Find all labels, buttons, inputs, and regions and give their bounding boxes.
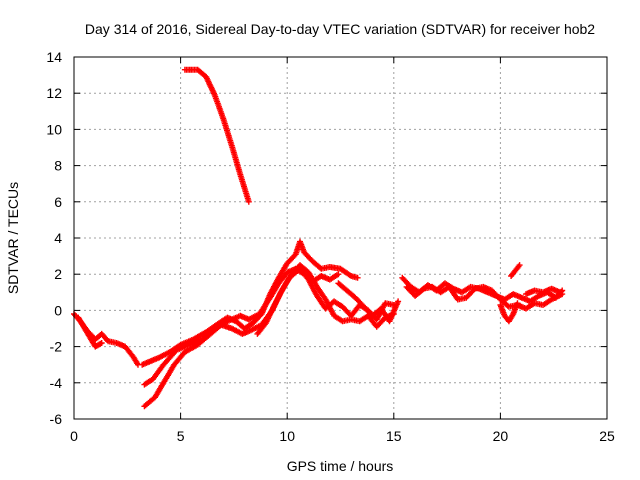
axis-ticks — [73, 56, 608, 420]
y-tick-label: 4 — [54, 230, 62, 246]
data-point — [335, 271, 342, 278]
y-tick-label: 6 — [54, 194, 62, 210]
y-tick-label: 10 — [46, 121, 62, 137]
y-tick-label: 0 — [54, 302, 62, 318]
series-segment-13 — [523, 285, 564, 298]
x-tick-label: 0 — [70, 428, 78, 444]
series-segment-8 — [335, 280, 402, 325]
x-tick-label: 5 — [177, 428, 185, 444]
y-axis-tick-labels: -6 -4 -2 0 2 4 6 8 10 12 14 — [46, 49, 62, 427]
y-tick-label: -6 — [50, 411, 63, 427]
data-point — [514, 300, 521, 307]
series-segment-7 — [254, 262, 397, 337]
x-tick-label: 15 — [386, 428, 402, 444]
x-tick-label: 10 — [279, 428, 295, 444]
x-tick-label: 20 — [493, 428, 509, 444]
series-segment-1 — [181, 66, 252, 205]
series-segment-11 — [497, 300, 521, 325]
x-tick-label: 25 — [599, 428, 615, 444]
data-point — [395, 298, 402, 305]
y-axis-title: SDTVAR / TECUs — [5, 182, 21, 294]
y-tick-label: 12 — [46, 85, 62, 101]
series-segment-3 — [75, 314, 105, 350]
data-point — [354, 274, 361, 281]
data-series — [71, 66, 566, 410]
data-point — [98, 340, 105, 346]
y-tick-label: 2 — [54, 266, 62, 282]
data-point — [516, 262, 523, 269]
series-segment-12 — [508, 262, 523, 279]
data-point — [245, 198, 252, 205]
chart-title: Day 314 of 2016, Sidereal Day-to-day VTE… — [85, 21, 595, 37]
x-axis-tick-labels: 0 5 10 15 20 25 — [70, 428, 615, 444]
series-segment-10 — [403, 283, 566, 312]
y-tick-label: 8 — [54, 158, 62, 174]
x-axis-title: GPS time / hours — [287, 458, 394, 474]
y-tick-label: -4 — [50, 375, 63, 391]
y-tick-label: 14 — [46, 49, 62, 65]
data-point — [557, 289, 564, 296]
y-tick-label: -2 — [50, 339, 63, 355]
